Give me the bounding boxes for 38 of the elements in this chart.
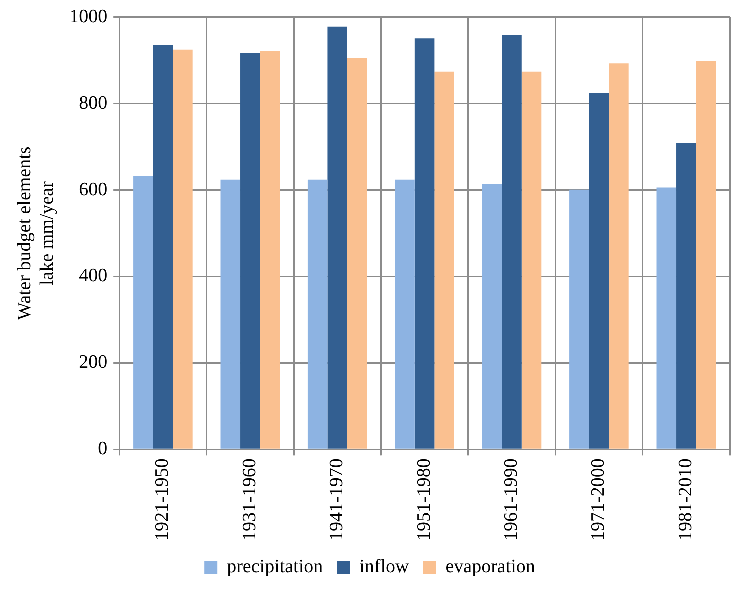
y-tick-label: 600: [79, 179, 108, 200]
bar: [134, 176, 154, 449]
x-tick-label: 1981-2010: [675, 458, 696, 541]
y-tick-label: 1000: [70, 6, 108, 28]
legend-label: evaporation: [446, 556, 536, 578]
bar: [173, 50, 193, 449]
bar: [482, 184, 502, 449]
y-tick-label: 800: [79, 92, 108, 114]
bar: [328, 26, 348, 449]
bar: [522, 72, 542, 449]
bar: [609, 64, 629, 449]
x-tick-label: 1921-1950: [152, 458, 174, 541]
x-tick-label: 1971-2000: [588, 458, 610, 541]
x-tick-label: 1941-1970: [326, 458, 348, 541]
bar: [414, 38, 435, 449]
bar: [434, 72, 454, 449]
y-tick-label: 400: [79, 266, 108, 287]
bar: [502, 36, 522, 449]
bar: [240, 53, 260, 449]
bar: [395, 180, 415, 449]
bar: [570, 190, 590, 449]
bar: [260, 52, 280, 449]
legend-label: precipitation: [227, 556, 324, 578]
bar: [220, 180, 241, 449]
bar: [589, 93, 610, 449]
bar: [676, 143, 696, 449]
bar: [308, 180, 328, 449]
y-axis-title: Water budget elements lake mm/year: [14, 146, 58, 320]
bar: [153, 45, 174, 449]
bar: [347, 58, 368, 449]
x-tick-label: 1931-1960: [239, 458, 260, 541]
x-tick-label: 1961-1990: [500, 458, 522, 541]
bar: [696, 61, 716, 449]
y-tick-label: 0: [98, 438, 108, 460]
x-tick-label: 1951-1980: [414, 458, 435, 541]
bar: [656, 188, 677, 449]
legend-label: inflow: [360, 556, 410, 578]
y-tick-label: 200: [79, 352, 108, 374]
